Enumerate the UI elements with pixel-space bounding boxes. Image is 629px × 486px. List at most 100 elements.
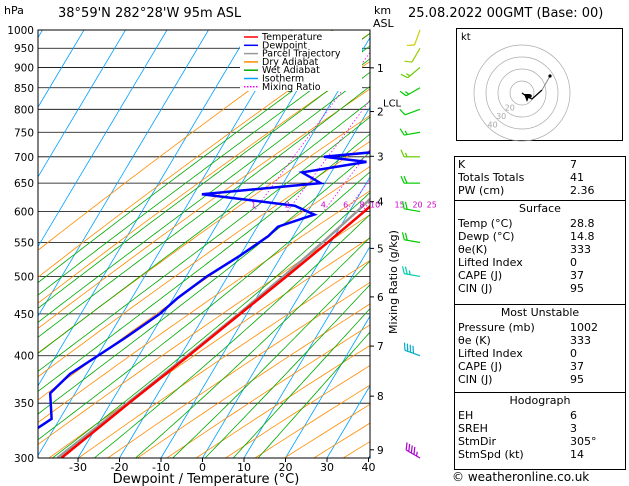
index-row: Dewp (°C) 14.8 <box>455 230 625 243</box>
mixing-ratio-label: 25 <box>427 201 437 210</box>
index-value: 14 <box>570 448 584 461</box>
hodograph-title: Hodograph <box>509 394 571 407</box>
index-value: 0 <box>570 347 577 360</box>
wet-adiabat <box>232 307 370 458</box>
km-tick-label: 7 <box>377 341 384 353</box>
index-value: 37 <box>570 360 584 373</box>
wind-barb <box>400 66 421 79</box>
legend-entry: Temperature <box>261 32 322 43</box>
pressure-tick-label: 850 <box>14 83 34 95</box>
hpa-label: hPa <box>4 4 24 17</box>
km-tick-label: 4 <box>377 197 384 209</box>
temperature-tick-label: 40 <box>362 461 376 474</box>
temperature-tick-label: -30 <box>69 461 87 474</box>
wet-adiabat <box>38 171 370 441</box>
wet-adiabat <box>38 85 370 338</box>
wind-barb <box>406 29 421 47</box>
temperature-line <box>60 204 370 458</box>
index-label: Dewp (°C) <box>458 230 515 243</box>
index-row: Totals Totals 41 <box>455 171 625 184</box>
legend-entry: Mixing Ratio <box>262 82 321 93</box>
index-label: Lifted Index <box>458 256 523 269</box>
isotherm-line <box>0 30 1 458</box>
x-axis-label: Dewpoint / Temperature (°C) <box>113 472 300 486</box>
legend-entry: Wet Adiabat <box>262 65 320 76</box>
mixing-ratio-line <box>432 30 450 212</box>
index-row: Lifted Index 0 <box>455 347 625 360</box>
wet-adiabat <box>135 236 370 458</box>
dry-adiabat <box>38 190 370 424</box>
isotherm-line <box>38 30 85 108</box>
temperature-tick-label: -10 <box>152 461 170 474</box>
index-row: CIN (J) 95 <box>455 282 625 295</box>
most-unstable-box: Most Unstable Pressure (mb) 1002 θe (K) 333… <box>454 304 626 394</box>
index-value: 333 <box>570 334 591 347</box>
copyright-footer[interactable]: © weatheronline.co.uk <box>452 470 590 484</box>
legend-entry: Dewpoint <box>262 40 307 51</box>
hodograph-unit: kt <box>461 32 471 43</box>
wind-barb <box>403 342 421 357</box>
isotherm-line <box>119 36 370 458</box>
km-label: km <box>374 4 392 17</box>
mixing-ratio-line <box>400 30 450 212</box>
temperature-tick-label: 0 <box>199 461 206 474</box>
isotherm-line <box>410 30 450 458</box>
isotherm-line <box>38 30 126 178</box>
hodograph-ring-label: 20 <box>505 103 515 112</box>
index-value: 333 <box>570 243 591 256</box>
index-row: θe (K) 333 <box>455 334 625 347</box>
km-tick-label: 5 <box>377 243 384 255</box>
temperature-tick-label: -20 <box>111 461 129 474</box>
index-row: CAPE (J) 37 <box>455 269 625 282</box>
wet-adiabat <box>38 58 370 309</box>
hodograph-upper-trace <box>541 75 551 91</box>
index-label: Totals Totals <box>458 171 525 184</box>
dry-adiabat <box>48 237 370 458</box>
mixing-ratio-label: 15 <box>395 201 405 210</box>
index-row: CIN (J) 95 <box>455 373 625 386</box>
index-value: 14.8 <box>570 230 595 243</box>
mixing-ratio-line <box>253 51 370 212</box>
surface-box: Surface Temp (°C) 28.8 Dewp (°C) 14.8 θe(K) 3… <box>454 200 626 306</box>
wind-barb <box>401 201 421 213</box>
dry-adiabat <box>411 13 450 470</box>
index-row: StmSpd (kt) 14 <box>455 448 625 461</box>
mixing-ratio-label: 4 <box>321 201 326 210</box>
plot-frame <box>37 29 371 459</box>
index-value: 6 <box>570 409 577 422</box>
dry-adiabat <box>107 281 370 458</box>
index-value: 37 <box>570 269 584 282</box>
dry-adiabat <box>166 324 370 458</box>
wet-adiabat <box>38 45 370 296</box>
dry-adiabat <box>353 13 450 470</box>
index-value: 305° <box>570 435 597 448</box>
index-row: PW (cm) 2.36 <box>455 184 625 197</box>
pressure-tick-label: 750 <box>14 127 34 139</box>
location-title: 38°59'N 282°28'W 95m ASL <box>58 6 242 21</box>
km-tick-label: 1 <box>377 63 384 75</box>
wind-barb <box>400 175 420 184</box>
legend-box <box>240 31 362 91</box>
mixing-ratio-line <box>375 30 450 212</box>
pressure-tick-label: 300 <box>14 453 34 465</box>
temperature-tick-label: 10 <box>237 461 251 474</box>
index-value: 41 <box>570 171 584 184</box>
dry-adiabat <box>440 13 450 470</box>
asl-label: ASL <box>373 17 394 30</box>
isotherm-line <box>202 176 370 458</box>
index-label: K <box>458 158 466 171</box>
pressure-tick-label: 700 <box>14 152 34 164</box>
wet-adiabat <box>38 151 370 415</box>
index-value: 2.36 <box>570 184 595 197</box>
index-row: θe(K) 333 <box>455 243 625 256</box>
index-label: CIN (J) <box>458 282 493 295</box>
wind-barb <box>404 47 421 63</box>
pressure-tick-label: 950 <box>14 43 34 55</box>
index-value: 95 <box>570 282 584 295</box>
wet-adiabat <box>204 284 370 458</box>
mixing-ratio-line <box>345 178 370 212</box>
mixing-ratio-label: 10 <box>370 201 380 210</box>
dry-adiabat <box>136 303 370 458</box>
